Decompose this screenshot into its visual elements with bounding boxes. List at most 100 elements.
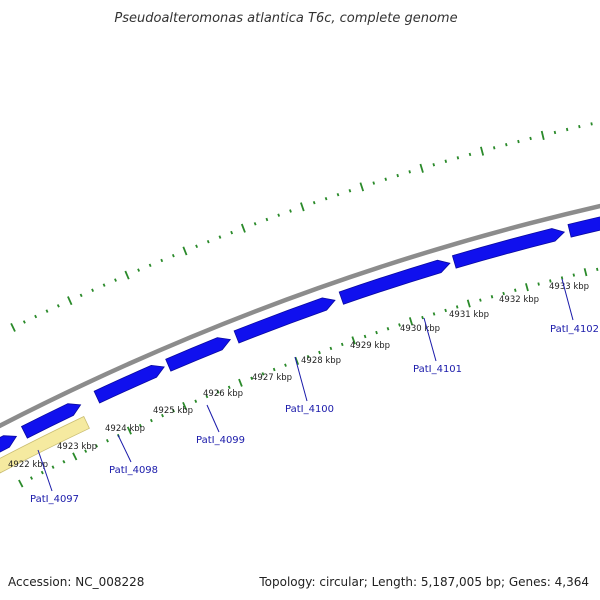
tick-mark [421, 315, 424, 320]
tick-mark [182, 401, 188, 411]
gene-label-leader [561, 278, 574, 321]
tick-mark [216, 390, 220, 394]
tick-mark [182, 246, 188, 256]
tick-mark [549, 279, 552, 283]
gene-label-leader [206, 404, 220, 433]
tick-mark [372, 181, 376, 185]
kbp-label: 4926 kbp [203, 389, 243, 399]
kbp-label: 4924 kbp [105, 424, 145, 434]
gene-label-group: PatI_4097 PatI_4098 PatI_4099 PatI_4100 PatI… [30, 278, 599, 505]
kbp-label: 4931 kbp [449, 310, 489, 320]
tick-mark [138, 423, 142, 428]
tick-mark [261, 372, 265, 376]
tick-mark [10, 323, 16, 332]
tick-mark [284, 363, 287, 367]
forward-gene[interactable] [93, 364, 165, 404]
forward-gene[interactable] [0, 435, 18, 457]
tick-mark [56, 304, 60, 308]
tick-mark [30, 476, 33, 480]
outer-tick-ring [10, 122, 593, 332]
tick-mark [386, 327, 390, 331]
tick-mark [590, 122, 593, 126]
gene-label[interactable]: PatI_4097 [30, 494, 79, 505]
tick-mark [72, 452, 78, 461]
tick-mark [137, 268, 141, 272]
tick-mark [565, 127, 569, 132]
tick-mark [289, 209, 292, 213]
forward-gene[interactable] [451, 228, 566, 269]
kbp-label: 4927 kbp [252, 373, 292, 383]
reverse-gene[interactable] [0, 415, 90, 474]
kbp-label: 4928 kbp [301, 356, 341, 366]
tick-mark [363, 334, 367, 339]
tick-mark [502, 291, 505, 296]
forward-gene[interactable] [338, 259, 451, 305]
kbp-label: 4933 kbp [549, 282, 589, 292]
tick-mark [351, 336, 356, 345]
forward-gene[interactable] [233, 297, 336, 344]
tick-mark [468, 152, 472, 157]
tick-mark [529, 136, 532, 141]
tick-mark [540, 130, 545, 141]
tick-mark [312, 200, 316, 205]
tick-mark [384, 177, 388, 181]
tick-mark [172, 409, 175, 413]
tick-mark [45, 309, 49, 313]
inner-tick-ring [18, 267, 599, 488]
tick-mark [505, 142, 508, 147]
tick-mark [340, 342, 344, 347]
tick-mark [161, 413, 164, 418]
tick-mark [40, 470, 44, 475]
gene-label[interactable]: PatI_4099 [196, 435, 245, 446]
tick-mark [583, 268, 588, 277]
map-title: Pseudoalteromonas atlantica T6c, complet… [114, 11, 457, 26]
tick-mark [553, 130, 557, 135]
tick-mark [124, 270, 130, 280]
tick-mark [375, 330, 378, 335]
tick-mark [62, 459, 66, 464]
tick-mark [324, 196, 328, 201]
tick-mark [250, 376, 254, 381]
kbp-label: 4923 kbp [57, 442, 97, 452]
gene-label[interactable]: PatI_4098 [109, 465, 158, 476]
forward-gene[interactable] [165, 337, 232, 372]
tick-mark [466, 299, 471, 308]
gene-label[interactable]: PatI_4101 [413, 364, 462, 375]
tick-mark [408, 317, 414, 326]
forward-gene[interactable] [20, 403, 82, 439]
tick-mark [205, 394, 209, 399]
genome-summary-text: Topology: circular; Length: 5,187,005 bp… [258, 575, 589, 589]
tick-mark [455, 305, 459, 309]
gene-label-leader [423, 317, 437, 362]
tick-mark [253, 222, 257, 226]
tick-mark [490, 295, 494, 299]
tick-mark [318, 350, 321, 355]
tick-mark [227, 385, 231, 390]
tick-mark [432, 163, 436, 167]
tick-mark [171, 253, 175, 258]
gene-label[interactable]: PatI_4100 [285, 404, 334, 415]
tick-mark [34, 314, 38, 319]
tick-mark [148, 263, 152, 268]
tick-mark [329, 346, 333, 351]
tick-mark [114, 278, 117, 282]
tick-mark [514, 288, 517, 292]
accession-text: Accession: NC_008228 [8, 575, 144, 589]
tick-mark [517, 139, 520, 144]
gene-label[interactable]: PatI_4102 [550, 324, 599, 335]
gene-label-leader [294, 356, 308, 402]
tick-mark [230, 230, 234, 235]
tick-mark [359, 182, 365, 192]
gene-track [0, 179, 600, 474]
tick-mark [572, 273, 576, 277]
tick-mark [91, 288, 95, 292]
kbp-label: 4929 kbp [350, 341, 390, 351]
tick-mark [149, 418, 153, 423]
kbp-label: 4932 kbp [499, 295, 539, 305]
tick-mark [398, 323, 401, 327]
gene-label-leader [117, 434, 132, 463]
tick-mark [105, 439, 109, 443]
tick-mark [95, 444, 99, 448]
forward-gene[interactable] [567, 179, 600, 238]
